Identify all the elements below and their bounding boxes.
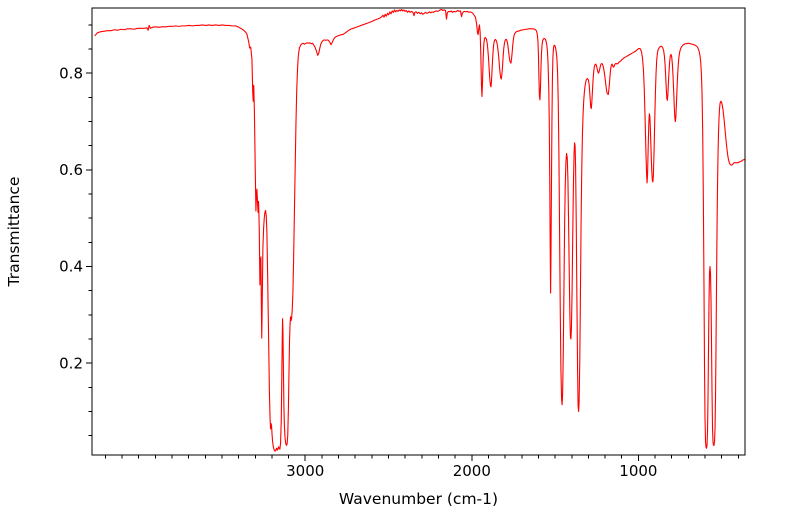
x-tick-label: 1000 [619, 462, 657, 480]
x-tick-label: 2000 [453, 462, 491, 480]
plot-frame-layer [91, 7, 746, 456]
y-axis-label: Transmittance [5, 177, 23, 288]
y-tick-label: 0.2 [59, 354, 83, 372]
axis-ticks: 3000 2000 1000 0.2 0.4 0.6 0.8 [59, 24, 739, 480]
y-tick-label: 0.8 [59, 64, 83, 82]
spectrum-curve-layer [94, 8, 746, 452]
x-axis-label: Wavenumber (cm-1) [339, 490, 498, 508]
y-tick-label: 0.6 [59, 161, 83, 179]
plot-frame [91, 7, 746, 456]
x-tick-label: 3000 [286, 462, 324, 480]
y-tick-label: 0.4 [59, 258, 83, 276]
spectrum-line [94, 8, 746, 452]
